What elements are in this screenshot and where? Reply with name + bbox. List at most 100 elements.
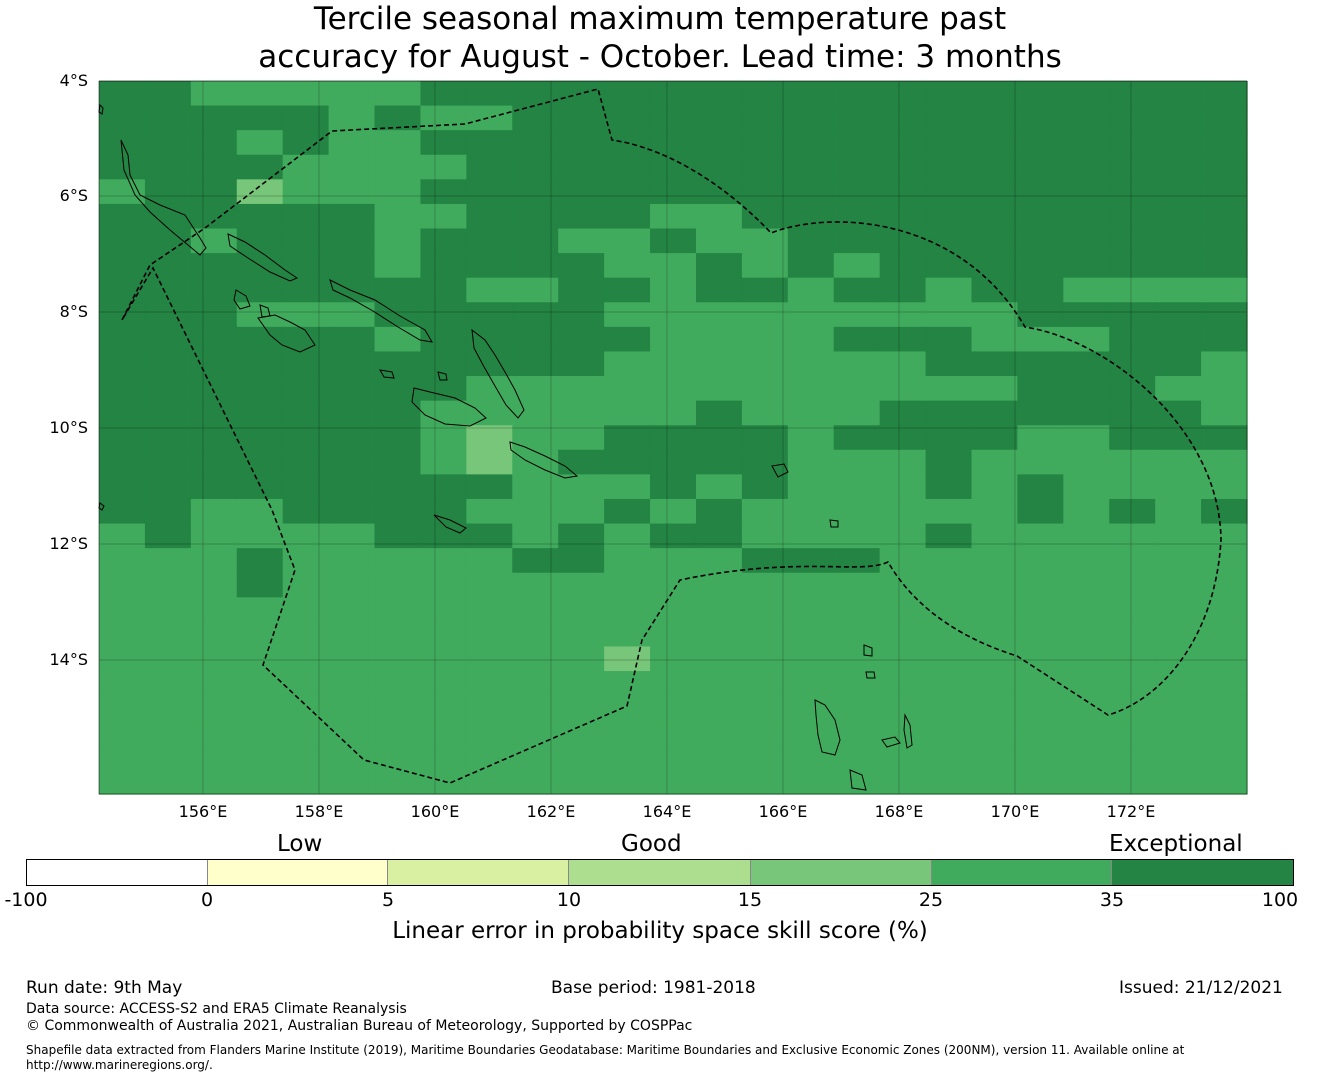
skill-cell [604, 769, 651, 795]
skill-cell [466, 277, 513, 303]
skill-cell [99, 302, 146, 328]
skill-cell [879, 548, 927, 574]
skill-cell [971, 720, 1018, 746]
skill-cell [925, 376, 973, 402]
skill-cell [1155, 548, 1202, 574]
skill-cell [695, 621, 743, 648]
skill-cell [971, 474, 1018, 500]
skill-cell [512, 548, 559, 574]
skill-cell [1155, 130, 1202, 156]
lat-label-10s: 10°S [49, 418, 88, 437]
skill-cell [328, 326, 376, 353]
skill-cell [144, 81, 192, 107]
skill-cell [925, 425, 973, 451]
skill-cell [879, 572, 927, 598]
skill-cell [1063, 597, 1110, 623]
skill-cell [1109, 769, 1156, 795]
skill-cell [1017, 523, 1064, 549]
skill-cell [236, 81, 284, 107]
skill-cell [99, 351, 146, 377]
skill-cell [512, 376, 559, 402]
skill-cell [420, 203, 467, 230]
skill-cell [328, 105, 376, 131]
skill-cell [695, 179, 743, 205]
skill-cell [1155, 474, 1202, 500]
skill-cell [695, 130, 743, 156]
skill-cell [190, 277, 238, 303]
skill-cell [650, 302, 697, 328]
lon-label-168e: 168°E [874, 802, 924, 821]
skill-cell [1201, 449, 1248, 475]
skill-cell [1201, 351, 1248, 377]
lon-label-170e: 170°E [990, 802, 1040, 821]
skill-cell [971, 105, 1018, 131]
category-label-low: Low [277, 831, 323, 857]
skill-cell [971, 203, 1018, 230]
skill-cell [1063, 326, 1110, 353]
skill-cell [787, 228, 835, 254]
skill-cell [558, 105, 605, 131]
skill-cell [1155, 105, 1202, 131]
skill-cell [374, 277, 422, 303]
skill-cell [1201, 621, 1248, 648]
skill-cell [1201, 302, 1248, 328]
skill-cell [374, 548, 422, 574]
skill-cell [190, 228, 238, 254]
skill-cell [420, 474, 467, 500]
skill-cell [925, 548, 973, 574]
skill-cell [695, 81, 743, 107]
skill-cell [1201, 498, 1248, 525]
skill-cell [971, 179, 1018, 205]
skill-cell [787, 179, 835, 205]
skill-cell [190, 105, 238, 131]
skill-cell [512, 253, 559, 279]
skill-cell [236, 474, 284, 500]
skill-cell [144, 376, 192, 402]
skill-cell [741, 154, 789, 180]
skill-cell [604, 228, 651, 254]
skill-cell [466, 81, 513, 107]
lon-label-158e: 158°E [294, 802, 344, 821]
skill-cell [374, 400, 422, 426]
skill-cell [1109, 425, 1156, 451]
skill-cell [925, 277, 973, 303]
skill-cell [1155, 376, 1202, 402]
skill-cell [1155, 621, 1202, 648]
skill-cell [925, 105, 973, 131]
skill-cell [558, 695, 605, 721]
skill-cell [604, 81, 651, 107]
skill-cell [971, 695, 1018, 721]
skill-cell [282, 695, 330, 721]
skill-cell [328, 154, 376, 180]
skill-cell [512, 744, 559, 771]
skill-cell [190, 523, 238, 549]
skill-cell [99, 425, 146, 451]
skill-cell [879, 302, 927, 328]
skill-cell [604, 326, 651, 353]
skill-cell [879, 253, 927, 279]
skill-cell [971, 326, 1018, 353]
skill-cell [558, 425, 605, 451]
island-small-2 [98, 103, 104, 115]
skill-cell [558, 302, 605, 328]
skill-cell [466, 228, 513, 254]
skill-cell [512, 400, 559, 426]
skill-cell [787, 498, 835, 525]
skill-cell [1201, 400, 1248, 426]
copyright: © Commonwealth of Australia 2021, Austra… [26, 1018, 693, 1034]
skill-cell [190, 621, 238, 648]
skill-cell [374, 621, 422, 648]
skill-cell [971, 253, 1018, 279]
skill-cell [558, 474, 605, 500]
skill-cell [374, 351, 422, 377]
skill-cell [282, 769, 330, 795]
skill-cell [99, 400, 146, 426]
skill-cell [787, 523, 835, 549]
skill-cell [925, 179, 973, 205]
skill-cell [374, 498, 422, 525]
skill-cell [787, 572, 835, 598]
skill-cell [1017, 81, 1064, 107]
skill-cell [604, 744, 651, 771]
skill-cell [236, 400, 284, 426]
skill-cell [1063, 449, 1110, 475]
